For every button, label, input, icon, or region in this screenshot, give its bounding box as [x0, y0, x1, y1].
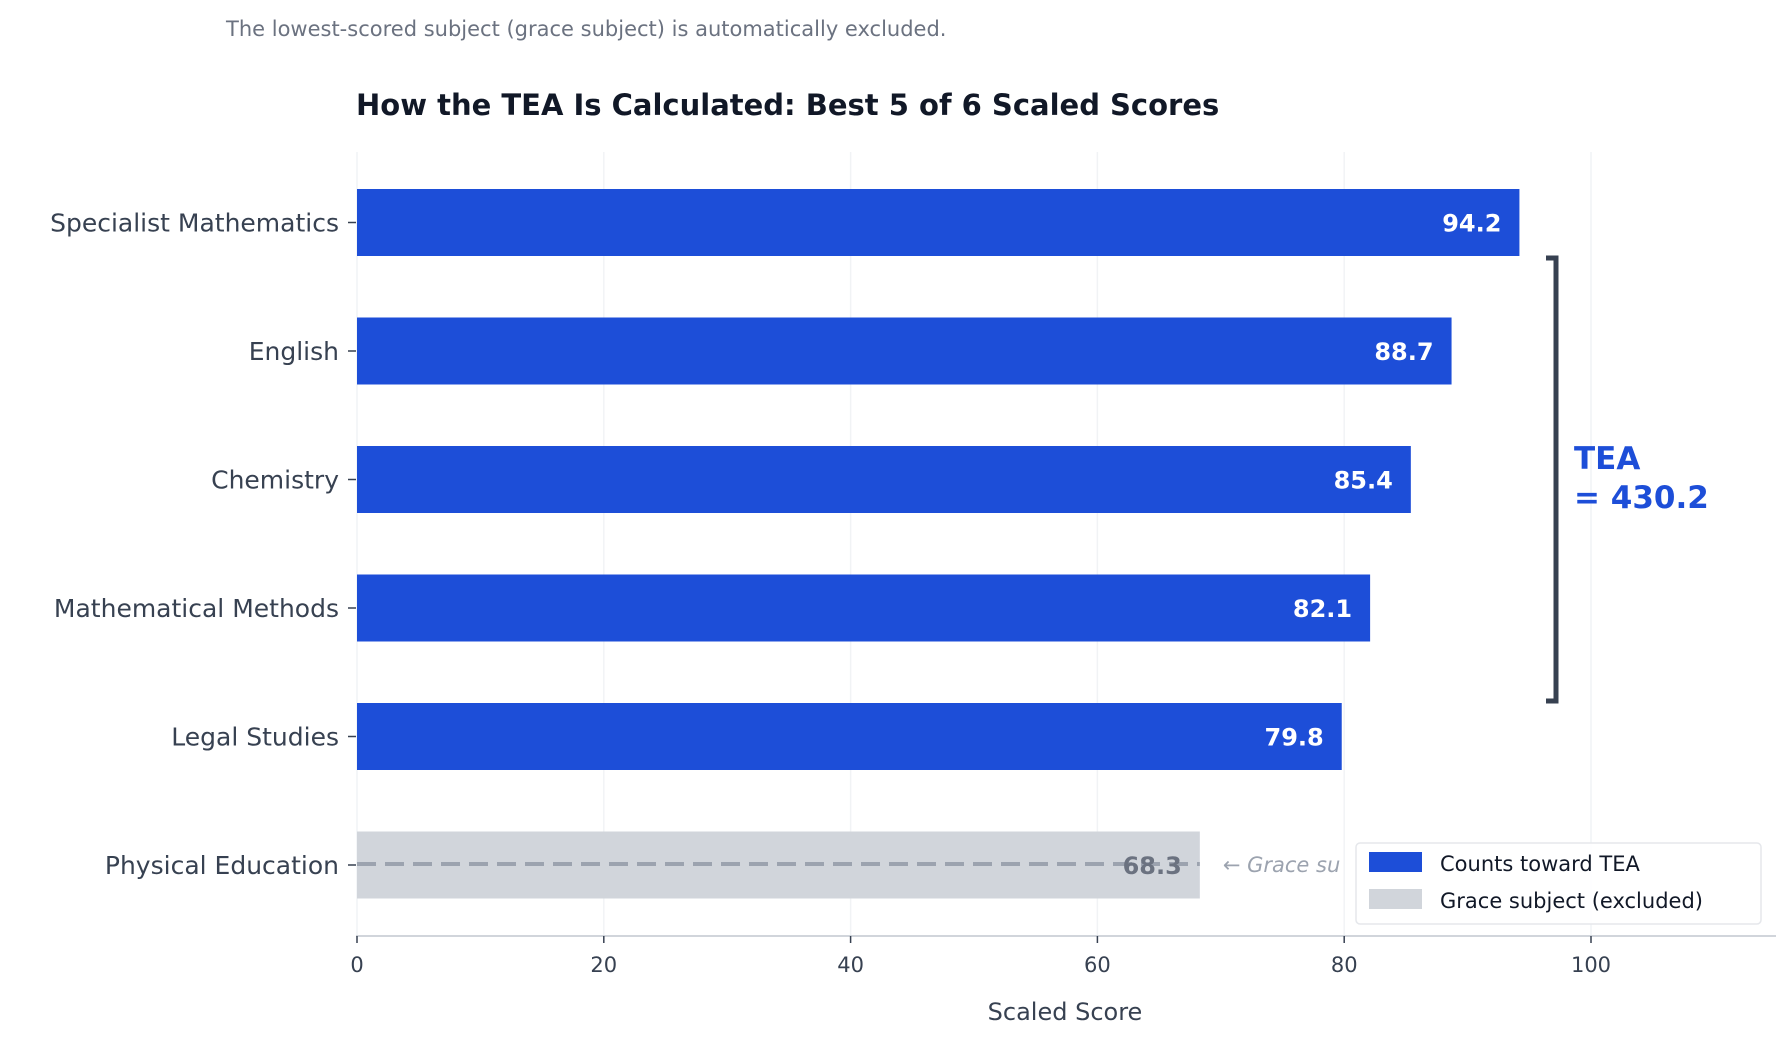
value-labels: 94.2 88.7 85.4 82.1 79.8 68.3 [1123, 210, 1502, 881]
x-axis: 0 20 40 60 80 100 [350, 935, 1776, 977]
legend-swatch-grace [1369, 889, 1422, 909]
category-label-specialist-mathematics: Specialist Mathematics [50, 209, 339, 238]
bar-specialist-mathematics [357, 189, 1520, 256]
category-label-mathematical-methods: Mathematical Methods [54, 594, 339, 623]
category-label-physical-education: Physical Education [105, 851, 339, 880]
x-axis-title: Scaled Score [988, 998, 1143, 1026]
category-label-english: English [249, 337, 339, 366]
value-label-mathematical-methods: 82.1 [1293, 595, 1352, 623]
category-labels: Specialist Mathematics English Chemistry Ma… [50, 209, 356, 880]
category-label-legal-studies: Legal Studies [171, 723, 339, 752]
bar-chemistry [357, 446, 1411, 513]
value-label-english: 88.7 [1374, 338, 1433, 366]
bars [357, 189, 1520, 899]
chart-title: How the TEA Is Calculated: Best 5 of 6 S… [356, 88, 1219, 122]
x-tick-label-60: 60 [1084, 953, 1111, 977]
x-tick-label-40: 40 [837, 953, 864, 977]
category-label-chemistry: Chemistry [211, 466, 339, 495]
legend-box [1355, 842, 1762, 925]
bar-legal-studies [357, 703, 1342, 770]
tea-label-line1: TEA [1574, 441, 1640, 477]
value-label-physical-education: 68.3 [1123, 852, 1182, 880]
tea-label-line2: = 430.2 [1574, 480, 1709, 516]
value-label-legal-studies: 79.8 [1265, 724, 1324, 752]
grace-note: ← Grace su [1223, 853, 1340, 877]
x-tick-label-80: 80 [1331, 953, 1358, 977]
bar-english [357, 317, 1452, 385]
chart-subtitle: The lowest-scored subject (grace subject… [225, 17, 946, 41]
tea-bracket [1546, 255, 1559, 704]
value-label-chemistry: 85.4 [1334, 467, 1393, 495]
x-tick-label-20: 20 [590, 953, 617, 977]
legend-label-counts: Counts toward TEA [1440, 852, 1640, 876]
x-tick-label-100: 100 [1571, 953, 1611, 977]
bar-mathematical-methods [357, 574, 1371, 642]
legend: Counts toward TEA Grace subject (exclude… [1355, 842, 1762, 925]
legend-swatch-counts [1369, 852, 1422, 872]
value-label-specialist-mathematics: 94.2 [1442, 210, 1501, 238]
gridlines [356, 152, 1592, 936]
x-tick-label-0: 0 [350, 953, 363, 977]
legend-label-grace: Grace subject (excluded) [1440, 889, 1703, 913]
